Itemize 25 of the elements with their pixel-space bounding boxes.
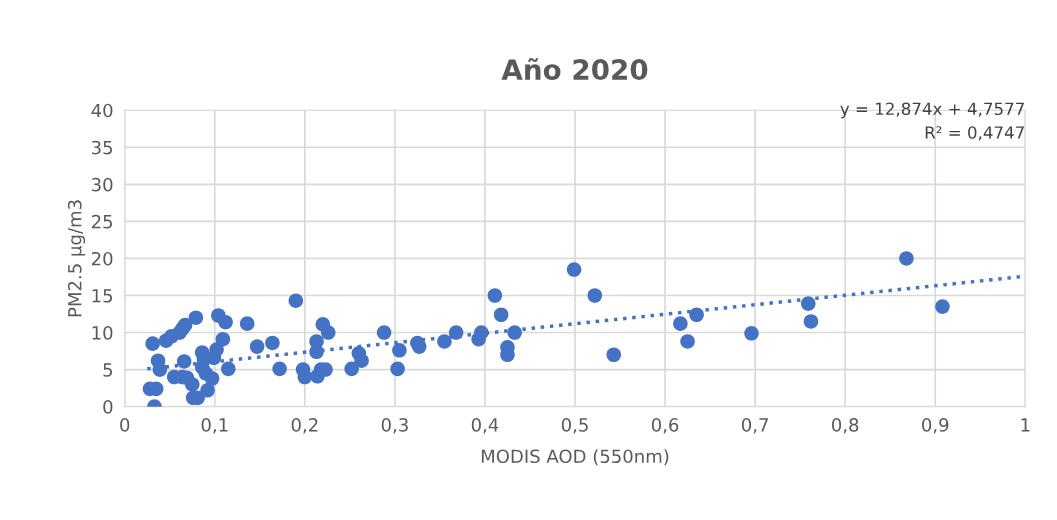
annotation: y = 12,874x + 4,7577 (840, 102, 1024, 119)
x-tick-label: 0,3 (381, 418, 408, 434)
y-tick-label: 10 (92, 326, 113, 340)
y-tick-label: 35 (92, 140, 113, 155)
x-tick-label: 0,2 (291, 418, 318, 434)
chart-title: Año 2020 (501, 58, 648, 81)
y-axis-title: PM2.5 μg/m3 (67, 200, 86, 317)
annotation: R² = 0,4747 (925, 126, 1024, 141)
y-tick-label: 5 (103, 363, 113, 377)
x-tick-label: 0 (120, 418, 130, 432)
y-tick-label: 30 (92, 177, 113, 192)
y-tick-label: 40 (91, 103, 113, 118)
x-tick-label: 0,4 (471, 418, 499, 434)
x-tick-label: 1 (1021, 418, 1030, 432)
y-tick-label: 25 (91, 214, 113, 229)
y-tick-label: 0 (103, 400, 113, 414)
y-tick-label: 15 (92, 289, 113, 303)
x-tick-label: 0,6 (651, 418, 679, 434)
x-tick-label: 0,8 (832, 418, 859, 434)
x-tick-label: 0,5 (561, 418, 588, 434)
x-tick-label: 0,7 (741, 418, 768, 434)
x-tick-label: 0,1 (201, 418, 228, 434)
y-tick-label: 20 (91, 251, 113, 266)
x-axis-title: MODIS AOD (550nm) (481, 449, 669, 466)
x-tick-label: 0,9 (922, 418, 949, 434)
